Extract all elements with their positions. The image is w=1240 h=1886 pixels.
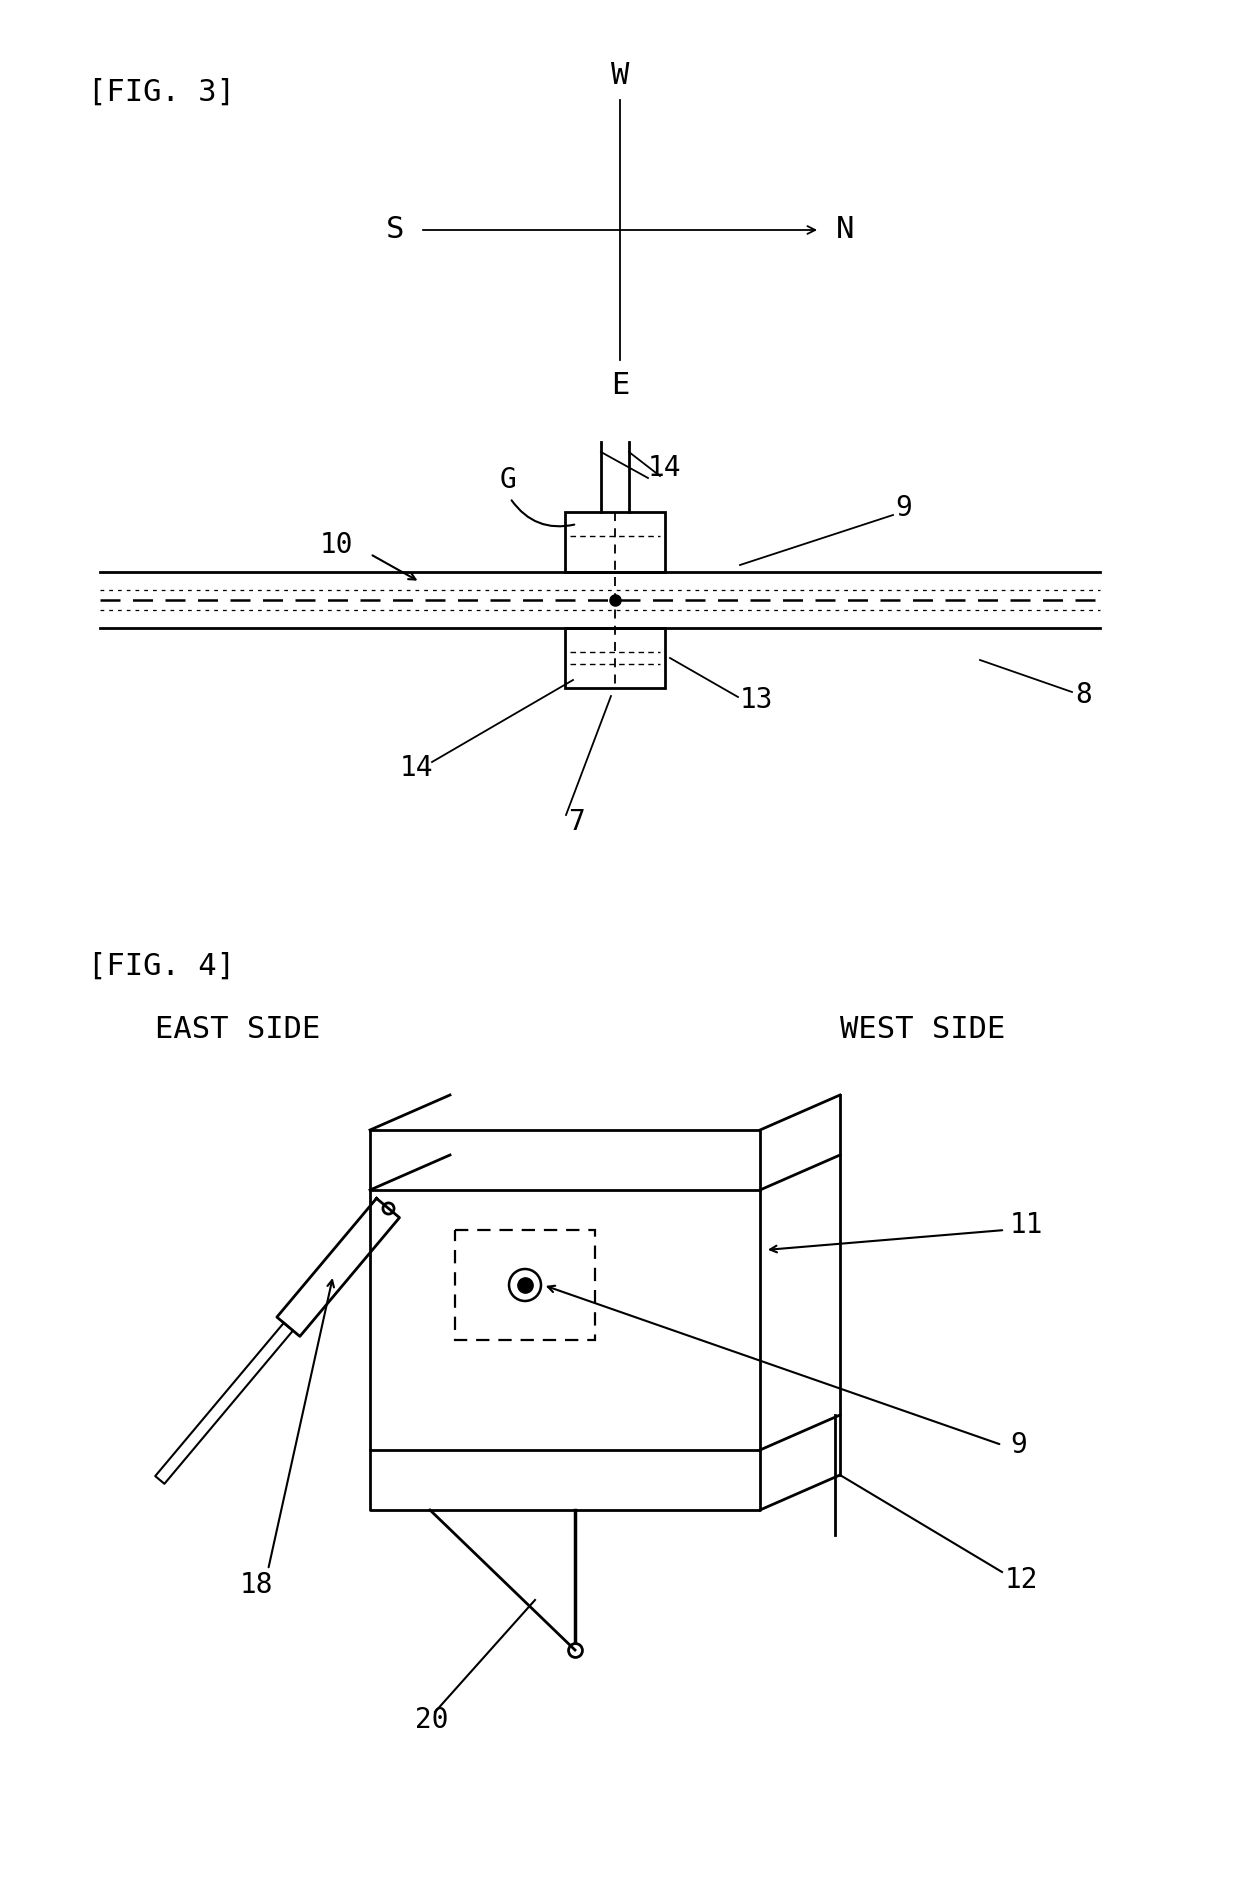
Text: [FIG. 4]: [FIG. 4] [88,952,236,981]
Text: 11: 11 [1011,1211,1044,1239]
Text: 20: 20 [415,1707,449,1733]
Text: N: N [836,215,854,245]
Bar [565,628,665,688]
Text: W: W [611,60,629,89]
Text: WEST SIDE: WEST SIDE [839,1015,1006,1045]
Text: S: S [386,215,404,245]
Text: 18: 18 [241,1571,274,1599]
Text: 12: 12 [1004,1565,1039,1594]
Text: 8: 8 [1075,681,1091,709]
Text: E: E [611,370,629,400]
Text: 10: 10 [320,532,353,558]
Bar [455,1230,595,1339]
Text: 14: 14 [401,754,434,783]
Text: 9: 9 [895,494,911,522]
Text: EAST SIDE: EAST SIDE [155,1015,320,1045]
Text: 9: 9 [1011,1431,1027,1460]
Bar [565,511,665,571]
Text: [FIG. 3]: [FIG. 3] [88,77,236,108]
Text: 7: 7 [568,807,585,835]
Text: G: G [500,466,517,494]
Text: 14: 14 [649,455,682,483]
Text: 13: 13 [740,687,774,715]
